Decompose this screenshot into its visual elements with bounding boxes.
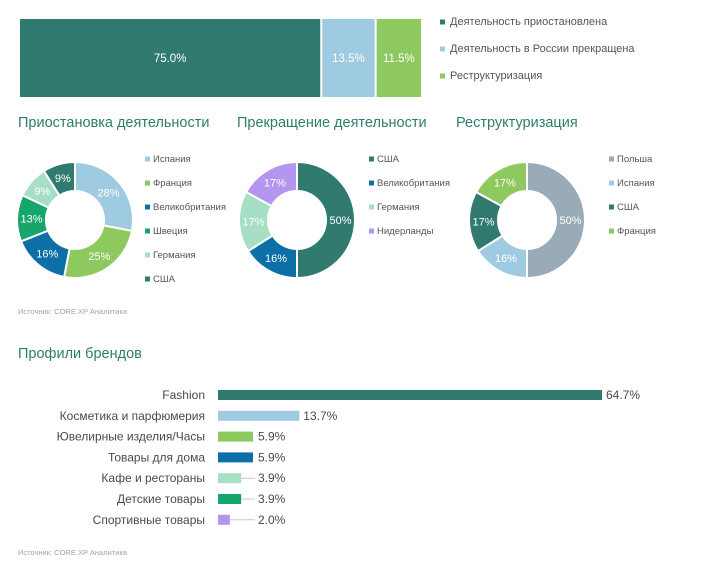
stack-segment-label-0: 75.0%: [154, 53, 187, 65]
brand-value-label-1: 13.7%: [303, 409, 337, 423]
donut-title-suspended: Приостановка деятельности: [18, 115, 210, 131]
donut-2-legend-swatch-3: [609, 228, 614, 234]
brand-bar-5: [218, 494, 242, 504]
donut-2-slice-label-3: 17%: [494, 178, 516, 190]
donut-2-legend-label-0: Польша: [617, 154, 653, 165]
donut-1-slice-3: [244, 160, 298, 208]
donut-0-slice-label-1: 25%: [88, 251, 110, 263]
donut-1-slice-label-1: 16%: [265, 253, 287, 265]
donut-2-legend-label-1: Испания: [617, 178, 655, 189]
brand-value-label-6: 2.0%: [258, 513, 286, 527]
brand-category-label-5: Детские товары: [117, 492, 205, 506]
donut-0-legend-label-0: Испания: [153, 154, 191, 165]
donut-0-legend-swatch-0: [145, 156, 150, 162]
donut-0-slice-5: [42, 160, 76, 197]
brand-category-label-0: Fashion: [162, 388, 205, 402]
donut-0-legend-label-3: Швеция: [153, 226, 188, 237]
donut-1-slice-label-2: 17%: [243, 216, 265, 228]
donut-2-legend-swatch-1: [609, 180, 614, 186]
donut-title-terminated: Прекращение деятельности: [237, 115, 427, 131]
donut-1-legend-label-0: США: [377, 154, 400, 165]
donut-0-legend-swatch-5: [145, 276, 150, 282]
donut-1-legend-swatch-2: [369, 204, 374, 210]
donut-2-legend-label-3: Франция: [617, 226, 656, 237]
donut-0-legend-swatch-2: [145, 204, 150, 210]
brand-category-label-4: Кафе и рестораны: [101, 471, 205, 485]
donut-0-slice-0: [74, 160, 134, 233]
brand-value-label-4: 3.9%: [258, 471, 286, 485]
donut-2-slice-label-2: 17%: [473, 216, 495, 228]
stack-segment-label-1: 13.5%: [332, 53, 365, 65]
stack-legend-swatch-0: [440, 19, 445, 25]
donut-0-slice-label-3: 13%: [21, 214, 43, 226]
stack-legend-swatch-2: [440, 73, 445, 79]
brand-category-label-1: Косметика и парфюмерия: [60, 409, 205, 423]
stack-segment-1: [322, 19, 375, 97]
brand-bar-1: [218, 410, 300, 421]
stack-segment-2: [376, 19, 421, 97]
donut-2-slice-3: [474, 160, 528, 208]
brand-bar-2: [218, 431, 254, 442]
donut-title-restructuring: Реструктуризация: [456, 115, 578, 131]
donut-0-slice-label-2: 16%: [36, 249, 58, 261]
stack-legend-label-1: Деятельность в России прекращена: [450, 43, 635, 55]
status-stacked-bar-chart: 75.0% 13.5% 11.5% Деятельность приостановле…: [20, 16, 635, 97]
donut-0-legend-label-4: Германия: [153, 250, 196, 261]
donut-1-slice-label-3: 17%: [264, 178, 286, 190]
donut-2-legend-label-2: США: [617, 202, 640, 213]
donut-1-slice-0: [296, 160, 356, 280]
country-donut-charts: 28% 25% 16% 13% 9% 9% Испания Франция Великобрит…: [16, 154, 656, 285]
brand-value-label-2: 5.9%: [258, 430, 286, 444]
donut-0-slice-label-0: 28%: [98, 187, 120, 199]
stack-legend-label-2: Реструктуризация: [450, 70, 542, 82]
brand-category-label-6: Спортивные товары: [93, 513, 205, 527]
brand-value-label-0: 64.7%: [606, 388, 640, 402]
donut-1-legend-label-3: Нидерланды: [377, 226, 434, 237]
stack-legend-label-0: Деятельность приостановлена: [450, 16, 608, 28]
donut-0-legend-label-1: Франция: [153, 178, 192, 189]
donut-0-slice-label-4: 9%: [34, 186, 50, 198]
donut-1-legend-label-2: Германия: [377, 202, 420, 213]
donut-2-slice-0: [526, 160, 586, 280]
donut-1-slice-label-0: 50%: [329, 215, 351, 227]
donut-0-legend-label-5: США: [153, 274, 176, 285]
stack-segment-label-2: 11.5%: [383, 53, 415, 65]
stack-legend-swatch-1: [440, 46, 445, 52]
brand-profiles-title: Профили брендов: [18, 346, 142, 362]
brand-category-label-3: Товары для дома: [108, 450, 205, 464]
donut-0-legend-label-2: Великобритания: [153, 202, 226, 213]
donut-0-legend-swatch-3: [145, 228, 150, 234]
brand-profiles-bar-chart: Fashion 64.7% Косметика и парфюмерия 13.7% Ю…: [57, 388, 641, 527]
brand-category-label-2: Ювелирные изделия/Часы: [57, 430, 205, 444]
donut-2-slice-label-1: 16%: [495, 253, 517, 265]
donut-0-legend-swatch-1: [145, 180, 150, 186]
stack-segment-0: [20, 19, 321, 97]
donut-1-legend-label-1: Великобритания: [377, 178, 450, 189]
brand-bar-6: [218, 514, 230, 525]
donut-2-legend-swatch-0: [609, 156, 614, 162]
donut-0-slice-label-5: 9%: [55, 173, 71, 185]
donut-1-legend-swatch-3: [369, 228, 374, 234]
source-note-bottom: Источник: CORE.XP Аналитика: [18, 548, 128, 557]
brand-value-label-5: 3.9%: [258, 492, 286, 506]
source-note-top: Источник: CORE.XP Аналитика: [18, 307, 128, 316]
donut-2-slice-label-0: 50%: [559, 215, 581, 227]
brand-value-label-3: 5.9%: [258, 450, 286, 464]
donut-0-legend-swatch-4: [145, 252, 150, 258]
brand-bar-0: [218, 390, 602, 400]
brand-bar-3: [218, 452, 254, 463]
donut-1-legend-swatch-1: [369, 180, 374, 186]
brand-bar-4: [218, 473, 242, 484]
donut-2-legend-swatch-2: [609, 204, 614, 210]
donut-1-legend-swatch-0: [369, 156, 374, 162]
